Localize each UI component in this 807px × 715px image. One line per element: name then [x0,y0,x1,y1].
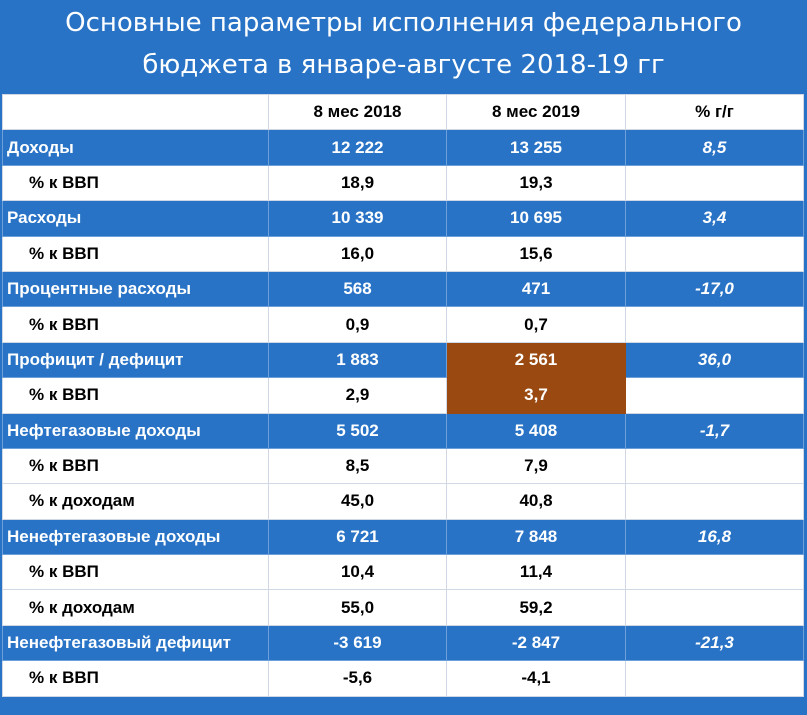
value-yoy [625,483,804,520]
row-label: % к ВВП [2,660,269,697]
value-yoy [625,306,804,343]
value-yoy: 8,5 [625,129,804,166]
value-2019: 19,3 [446,164,626,202]
table-row: % к ВВП -5,6 -4,1 [2,660,804,697]
value-2018: 568 [268,270,447,308]
value-2019: 10 695 [446,200,626,237]
table-row: Ненефтегазовые доходы 6 721 7 848 16,8 [2,518,804,556]
table-row: % к ВВП 8,5 7,9 [2,447,804,485]
table-row: % к ВВП 18,9 19,3 [2,164,804,202]
value-2018: 5 502 [268,412,447,449]
value-2018: 12 222 [268,129,447,166]
table-row: Профицит / дефицит 1 883 2 561 36,0 [2,341,804,379]
value-yoy: 36,0 [625,341,804,379]
title-line-1: Основные параметры исполнения федерально… [65,8,742,38]
value-2018: 45,0 [268,483,447,520]
value-2019: 40,8 [446,483,626,520]
column-header-yoy: % г/г [625,93,804,131]
row-label: % к ВВП [2,554,269,591]
value-yoy: -17,0 [625,270,804,308]
value-yoy: -21,3 [625,624,804,662]
value-2018: 2,9 [268,377,447,414]
value-2019: 0,7 [446,306,626,343]
row-label: % к ВВП [2,377,269,414]
table-row: % к доходам 45,0 40,8 [2,483,804,520]
value-2019: 471 [446,270,626,308]
value-2018: 6 721 [268,518,447,556]
row-label: Ненефтегазовые доходы [2,518,269,556]
row-label: Нефтегазовые доходы [2,412,269,449]
row-label: Расходы [2,200,269,237]
value-2018: 55,0 [268,589,447,626]
value-2018: -3 619 [268,624,447,662]
row-label: % к ВВП [2,235,269,272]
value-2018: 10,4 [268,554,447,591]
table-row: Расходы 10 339 10 695 3,4 [2,200,804,237]
value-2018: 0,9 [268,306,447,343]
table-row: Процентные расходы 568 471 -17,0 [2,270,804,308]
column-header-label [2,93,269,131]
value-2019: 7,9 [446,447,626,485]
page-title: Основные параметры исполнения федерально… [0,0,807,88]
table-row: % к ВВП 0,9 0,7 [2,306,804,343]
value-yoy: 3,4 [625,200,804,237]
value-2019: 5 408 [446,412,626,449]
value-2019: 13 255 [446,129,626,166]
table-row: % к ВВП 2,9 3,7 [2,377,804,414]
value-yoy [625,235,804,272]
table-row: % к ВВП 10,4 11,4 [2,554,804,591]
row-label: % к доходам [2,589,269,626]
value-2019: 59,2 [446,589,626,626]
table-row: % к доходам 55,0 59,2 [2,589,804,626]
row-label: % к ВВП [2,164,269,202]
value-2019: 7 848 [446,518,626,556]
value-2019: 11,4 [446,554,626,591]
table-row: % к ВВП 16,0 15,6 [2,235,804,272]
value-yoy [625,554,804,591]
row-label: Профицит / дефицит [2,341,269,379]
value-2018: 18,9 [268,164,447,202]
value-yoy [625,164,804,202]
table-row: Ненефтегазовый дефицит -3 619 -2 847 -21,3 [2,624,804,662]
column-header-2018: 8 мес 2018 [268,93,447,131]
row-label: % к ВВП [2,447,269,485]
row-label: % к доходам [2,483,269,520]
value-yoy: 16,8 [625,518,804,556]
value-yoy: -1,7 [625,412,804,449]
highlighted-value-2019: 3,7 [446,377,626,414]
column-header-2019: 8 мес 2019 [446,93,626,131]
value-2018: -5,6 [268,660,447,697]
value-2019: -4,1 [446,660,626,697]
row-label: % к ВВП [2,306,269,343]
value-2018: 1 883 [268,341,447,379]
table-row: Доходы 12 222 13 255 8,5 [2,129,804,166]
value-2018: 10 339 [268,200,447,237]
value-2019: -2 847 [446,624,626,662]
highlighted-value-2019: 2 561 [446,341,626,379]
value-yoy [625,447,804,485]
table-row: Нефтегазовые доходы 5 502 5 408 -1,7 [2,412,804,449]
title-line-2: бюджета в январе-августе 2018-19 гг [142,50,665,80]
row-label: Ненефтегазовый дефицит [2,624,269,662]
value-yoy [625,660,804,697]
table-header-row: 8 мес 2018 8 мес 2019 % г/г [2,93,804,131]
value-2019: 15,6 [446,235,626,272]
value-yoy [625,589,804,626]
value-yoy [625,377,804,414]
value-2018: 16,0 [268,235,447,272]
row-label: Процентные расходы [2,270,269,308]
row-label: Доходы [2,129,269,166]
budget-table: 8 мес 2018 8 мес 2019 % г/г Доходы 12 222… [2,93,804,697]
value-2018: 8,5 [268,447,447,485]
